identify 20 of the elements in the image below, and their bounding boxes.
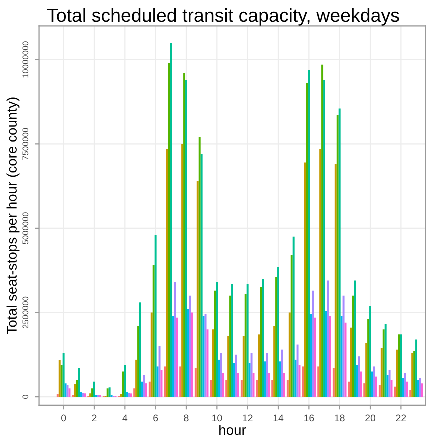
x-tick-label: 22 [396, 414, 406, 422]
y-tick-label: 0 [22, 395, 29, 400]
x-tick-label: 10 [212, 414, 222, 422]
x-tick-label: 20 [366, 414, 376, 422]
chart-title: Total scheduled transit capacity, weekdays [47, 8, 400, 26]
x-tick-label: 14 [274, 414, 284, 422]
x-tick-label: 0 [61, 414, 66, 422]
x-tick-label: 2 [92, 414, 97, 422]
x-tick-label: 16 [304, 414, 314, 422]
y-axis-title: Total seat-stops per hour (core county) [6, 98, 20, 334]
x-tick-label: 18 [335, 414, 345, 422]
x-tick-label: 6 [154, 414, 158, 422]
x-tick-label: 8 [184, 414, 189, 422]
y-tick-label: 7500000 [22, 128, 29, 160]
x-tick-label: 12 [243, 414, 253, 422]
x-tick-label: 4 [122, 414, 128, 422]
y-tick-label: 2500000 [22, 296, 29, 329]
x-axis-title: hour [220, 424, 246, 436]
y-tick-label: 5000000 [22, 212, 29, 244]
y-tick-label: 10000000 [22, 42, 29, 78]
